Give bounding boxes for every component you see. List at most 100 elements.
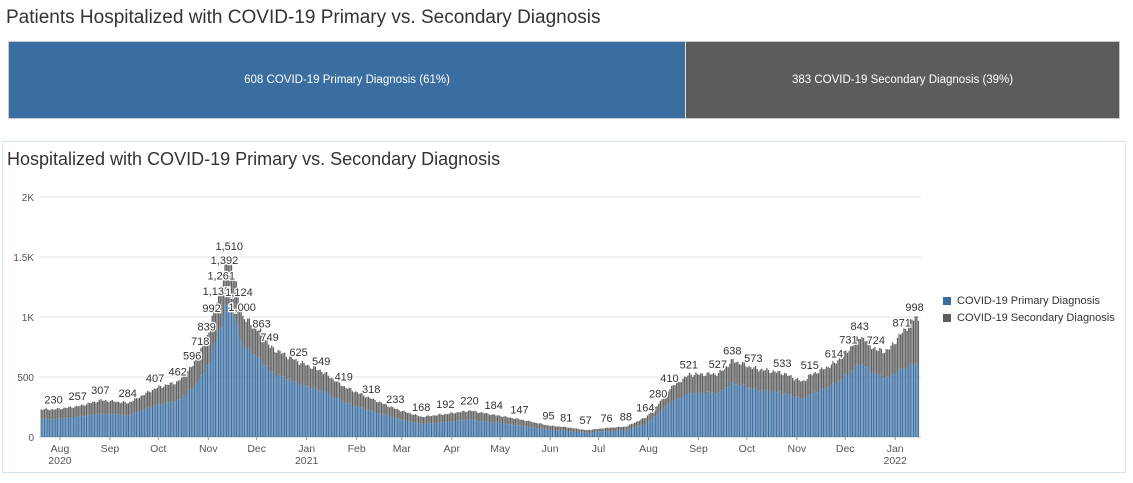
primary-bar	[632, 428, 634, 437]
primary-bar	[916, 363, 918, 437]
primary-bar	[772, 391, 774, 437]
secondary-bar	[542, 424, 544, 429]
primary-bar	[613, 430, 615, 437]
secondary-bar	[635, 421, 637, 427]
secondary-bar	[700, 373, 702, 393]
secondary-bar	[812, 373, 815, 393]
primary-bar	[103, 413, 105, 437]
secondary-bar	[59, 409, 62, 419]
data-label: 533	[773, 358, 791, 370]
primary-bar	[300, 384, 302, 437]
secondary-bar	[772, 370, 774, 392]
primary-bar	[284, 376, 286, 437]
primary-bar	[875, 374, 878, 437]
primary-bar	[464, 420, 466, 437]
primary-bar	[708, 391, 710, 437]
secondary-bar	[592, 429, 594, 433]
primary-bar	[209, 358, 212, 437]
primary-bar	[111, 413, 113, 437]
primary-bar	[45, 418, 47, 437]
primary-bar	[704, 394, 707, 437]
primary-bar	[214, 342, 217, 437]
primary-bar	[292, 381, 294, 437]
secondary-bar	[208, 332, 210, 364]
primary-bar	[372, 410, 375, 437]
secondary-bar	[271, 345, 273, 371]
primary-bar	[74, 417, 76, 437]
primary-bar	[687, 393, 689, 437]
primary-bar	[856, 363, 858, 437]
secondary-bar	[914, 316, 916, 364]
primary-bar	[754, 387, 757, 437]
secondary-bar	[725, 366, 728, 388]
primary-bar	[779, 391, 781, 437]
primary-bar	[516, 424, 518, 437]
legend-swatch	[943, 313, 951, 322]
primary-bar	[738, 385, 741, 437]
primary-bar	[338, 399, 341, 437]
primary-bar	[830, 385, 833, 437]
secondary-bar	[695, 372, 697, 392]
secondary-bar	[290, 355, 292, 379]
secondary-bar	[677, 380, 679, 398]
secondary-diagnosis-segment[interactable]: 383 COVID-19 Secondary Diagnosis (39%)	[686, 42, 1119, 118]
primary-bar	[637, 426, 639, 437]
primary-bar	[767, 390, 770, 437]
primary-bar	[377, 413, 379, 437]
secondary-bar	[42, 409, 44, 420]
secondary-bar	[490, 414, 492, 423]
chart-title: Hospitalized with COVID-19 Primary vs. S…	[7, 149, 501, 169]
primary-bar	[804, 398, 807, 437]
x-tick-label: Jan	[887, 443, 904, 455]
secondary-bar	[693, 375, 695, 394]
primary-bar	[735, 384, 737, 437]
primary-bar	[388, 417, 391, 437]
secondary-bar	[663, 397, 665, 409]
primary-bar	[327, 394, 329, 437]
primary-bar	[891, 373, 894, 437]
primary-bar	[348, 402, 350, 437]
secondary-bar	[777, 370, 779, 392]
secondary-bar	[308, 365, 310, 387]
secondary-bar	[511, 418, 513, 425]
primary-bar	[221, 326, 223, 437]
secondary-bar	[904, 328, 907, 368]
secondary-bar	[443, 414, 446, 423]
data-label: 549	[312, 356, 330, 368]
primary-bar	[800, 398, 802, 437]
primary-bar	[761, 389, 763, 437]
data-label: 307	[91, 385, 109, 397]
secondary-bar	[882, 353, 884, 379]
primary-bar	[263, 365, 265, 437]
primary-bar	[438, 421, 441, 437]
secondary-bar	[53, 409, 55, 420]
primary-bar	[874, 372, 876, 437]
primary-bar	[343, 401, 346, 437]
legend-item[interactable]: COVID-19 Primary Diagnosis	[943, 292, 1115, 309]
secondary-bar	[100, 399, 102, 414]
primary-bar	[461, 420, 463, 437]
primary-bar	[898, 368, 900, 437]
primary-bar	[685, 394, 687, 437]
primary-bar	[153, 405, 155, 437]
primary-diagnosis-segment[interactable]: 608 COVID-19 Primary Diagnosis (61%)	[9, 42, 687, 118]
secondary-bar	[558, 426, 560, 431]
primary-bar	[363, 408, 365, 437]
primary-bar	[467, 419, 470, 437]
data-label: 1,392	[211, 255, 239, 267]
secondary-bar	[248, 318, 250, 348]
secondary-bar	[250, 325, 252, 353]
primary-bar	[909, 363, 912, 437]
secondary-bar	[877, 350, 879, 376]
legend-item[interactable]: COVID-19 Secondary Diagnosis	[943, 309, 1115, 326]
secondary-bar	[63, 407, 65, 418]
primary-bar	[114, 414, 117, 437]
primary-bar	[745, 387, 747, 437]
primary-bar	[251, 355, 254, 437]
secondary-bar	[393, 408, 396, 419]
primary-bar	[211, 350, 213, 437]
primary-bar	[698, 393, 700, 437]
primary-bar	[650, 420, 652, 437]
secondary-bar	[192, 366, 194, 389]
secondary-bar	[398, 410, 400, 420]
